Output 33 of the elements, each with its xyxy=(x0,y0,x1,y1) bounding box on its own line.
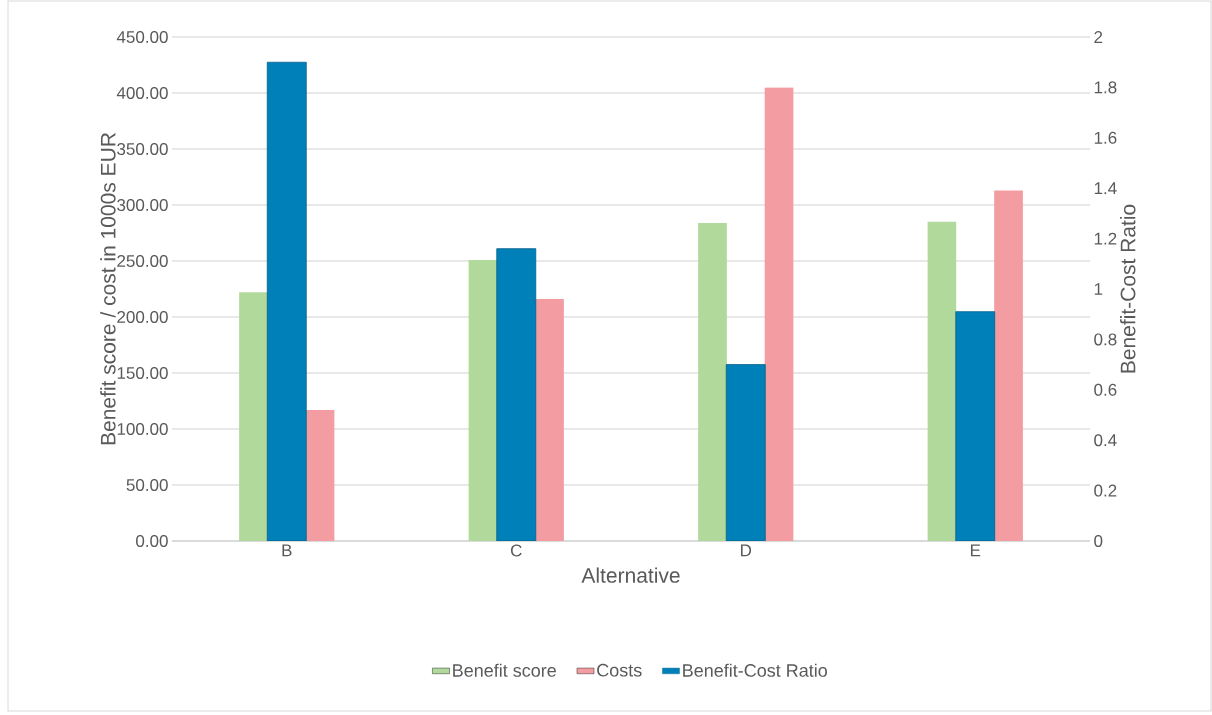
bar xyxy=(764,87,794,541)
y2-tick-label: 0.6 xyxy=(1094,383,1117,396)
y2-axis-title: Benefit-Cost Ratio xyxy=(1120,204,1136,373)
x-axis-title: Alternative xyxy=(581,567,680,583)
y-tick-label: 200.00 xyxy=(117,310,168,324)
y-axis-title: Benefit score / cost in 1000s EUR xyxy=(100,133,116,445)
x-tick-label: E xyxy=(970,544,981,557)
y2-tick-label: 1.2 xyxy=(1094,232,1117,245)
y-tick-label: 250.00 xyxy=(117,254,168,268)
y2-tick-label: 1.8 xyxy=(1094,81,1117,94)
x-tick-label: B xyxy=(282,544,292,557)
y-tick-label: 50.00 xyxy=(126,478,168,492)
y-tick-label: 350.00 xyxy=(117,142,168,156)
x-tick-label: D xyxy=(741,544,752,557)
y-tick-label: 0.00 xyxy=(136,534,168,548)
y2-tick-label: 0 xyxy=(1094,534,1103,548)
y-tick-label: 100.00 xyxy=(117,422,168,436)
bar xyxy=(305,409,335,541)
y2-tick-label: 1.4 xyxy=(1094,182,1117,195)
y2-tick-label: 0.8 xyxy=(1094,333,1117,346)
y2-tick-label: 1 xyxy=(1094,283,1103,295)
legend-label: Benefit-Cost Ratio xyxy=(683,663,827,677)
y-tick-label: 150.00 xyxy=(117,366,168,380)
y-tick-label: 400.00 xyxy=(116,86,168,100)
legend-label: Benefit score xyxy=(453,663,556,677)
y2-tick-label: 0.4 xyxy=(1094,434,1117,447)
y2-tick-label: 1.6 xyxy=(1094,131,1117,144)
y2-tick-label: 2 xyxy=(1094,31,1103,43)
legend-label: Costs xyxy=(597,663,642,677)
x-tick-label: C xyxy=(510,544,522,557)
y-tick-label: 300.00 xyxy=(117,198,168,212)
y2-tick-label: 0.2 xyxy=(1094,484,1117,497)
y-tick-label: 450.00 xyxy=(116,30,168,44)
